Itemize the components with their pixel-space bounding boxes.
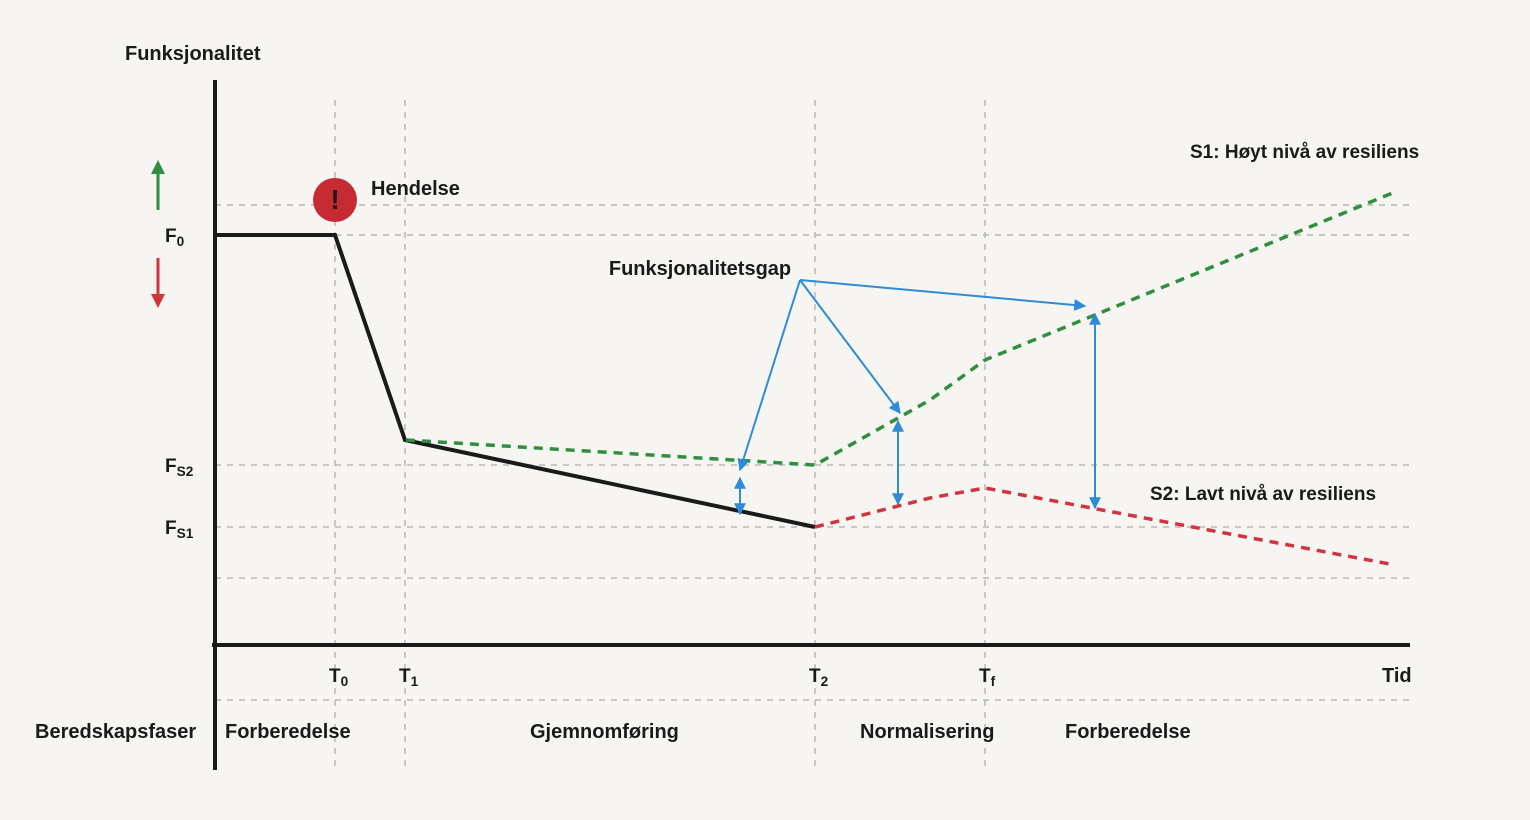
s1-label: S1: Høyt nivå av resiliens xyxy=(1190,142,1419,163)
s1-curve xyxy=(406,192,1395,465)
y-tick: FS2 xyxy=(165,456,194,479)
gap-pointers xyxy=(740,280,1085,470)
vlines xyxy=(335,100,985,770)
phase-row-title: Beredskapsfaser xyxy=(35,721,196,743)
gap-arrows xyxy=(740,314,1095,514)
y-tick: F0 xyxy=(165,226,185,249)
grid xyxy=(215,205,1410,700)
x-tick: Tf xyxy=(979,666,996,689)
chart-svg: ! Hendelse Funksjonalitetsgap Funksjonal… xyxy=(0,0,1530,820)
phases: Forberedelse Gjemnomføring Normalisering Fo… xyxy=(225,721,1191,743)
phase-label: Normalisering xyxy=(860,721,994,743)
x-axis-label: Tid xyxy=(1382,665,1412,687)
y-axis-label: Funksjonalitet xyxy=(125,43,261,65)
x-tick: T2 xyxy=(809,666,829,689)
x-tick: T1 xyxy=(399,666,419,689)
gap-label: Funksjonalitetsgap xyxy=(609,258,791,280)
alert-icon: ! xyxy=(313,178,357,222)
x-ticks: T0 T1 T2 Tf xyxy=(329,666,996,689)
arrow-up-icon xyxy=(151,160,165,210)
y-tick: FS1 xyxy=(165,518,194,541)
x-tick: T0 xyxy=(329,666,349,689)
phase-label: Gjemnomføring xyxy=(530,721,679,743)
resilience-diagram: ! Hendelse Funksjonalitetsgap Funksjonal… xyxy=(0,0,1530,820)
alert-label: Hendelse xyxy=(371,178,460,200)
phase-label: Forberedelse xyxy=(1065,721,1191,743)
arrow-down-icon xyxy=(151,258,165,308)
y-ticks: F0 FS2 FS1 xyxy=(165,226,194,541)
phase-label: Forberedelse xyxy=(225,721,351,743)
svg-text:!: ! xyxy=(330,184,339,215)
s2-label: S2: Lavt nivå av resiliens xyxy=(1150,484,1376,505)
